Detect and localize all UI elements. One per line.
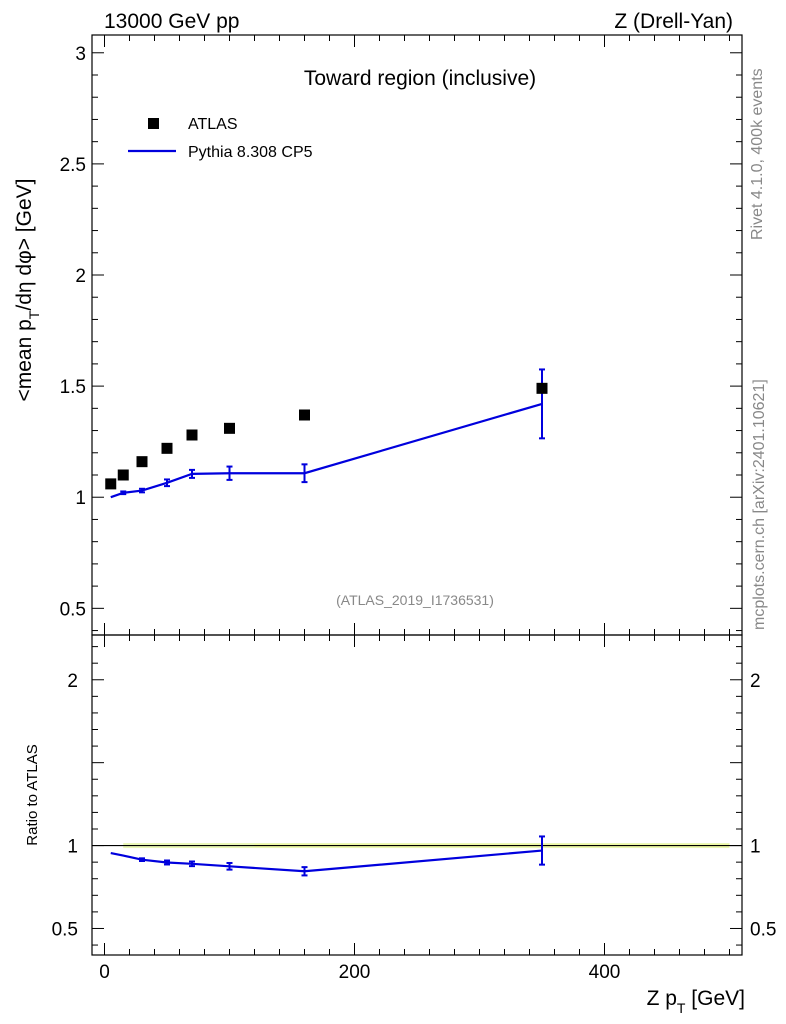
atlas-point [186,429,198,441]
mcplots-source-label: mcplots.cern.ch [arXiv:2401.10621] [751,379,768,630]
main-y-tick-label: 2.5 [60,155,86,176]
main-y-ticks: 0.5 1 1.5 2 2.5 3 [60,35,742,635]
main-y-axis-label-main: <mean p [13,319,36,401]
ratio-panel: 0.5 0.5 1 1 2 2 0 200 400 Ratio to ATLAS Z pT [G… [24,634,776,1016]
ratio-y-tick-label-right: 1 [750,837,761,858]
main-y-axis-label-rest: /dη dφ> [GeV] [13,179,36,311]
rivet-events-label: Rivet 4.1.0, 400k events [749,68,766,240]
ratio-series [110,835,545,877]
legend-atlas-label: ATLAS [188,116,238,133]
legend-pythia-label: Pythia 8.308 CP5 [188,144,313,161]
x-axis-label: Z pT [GeV] [647,987,745,1016]
x-tick-label: 0 [99,962,110,983]
x-axis-label-rest: [GeV] [685,987,745,1010]
atlas-point [117,469,129,481]
main-y-tick-label: 2 [75,266,86,287]
ratio-frame [91,634,743,956]
ratio-y-tick-label-right: 2 [750,671,761,692]
legend: ATLAS Pythia 8.308 CP5 [128,116,313,161]
x-axis-label-sub: T [677,1000,686,1016]
atlas-point [161,442,173,454]
main-y-tick-label: 3 [75,44,86,65]
legend-atlas-marker [148,118,159,129]
main-y-axis-label-sub: T [26,310,42,319]
x-tick-label: 200 [339,962,371,983]
header-energy-label: 13000 GeV pp [104,10,239,33]
x-axis-label-main: Z p [647,987,677,1010]
atlas-point [105,478,117,490]
main-y-tick-label: 1.5 [60,377,86,398]
pythia-line [110,402,543,499]
ratio-y-tick-label: 1 [67,837,78,858]
ratio-band [92,843,742,849]
main-y-tick-label: 1 [75,488,86,509]
main-title: Toward region (inclusive) [304,67,536,90]
analysis-label: (ATLAS_2019_I1736531) [336,592,494,608]
main-series [105,368,548,499]
main-y-tick-label: 0.5 [60,599,86,620]
ratio-y-tick-label: 0.5 [52,919,78,940]
ratio-y-tick-label-right: 0.5 [750,919,776,940]
atlas-point [224,422,235,434]
ratio-y-axis-label: Ratio to ATLAS [24,744,41,845]
atlas-point [136,456,148,468]
ratio-y-tick-label: 2 [67,671,78,692]
ratio-pythia-line [110,849,543,873]
main-y-axis-label: <mean pT/dη dφ> [GeV] [13,179,42,402]
atlas-point [299,409,310,421]
main-panel: 0.5 1 1.5 2 2.5 3 Toward region (inclusive) (… [13,34,743,636]
ratio-ticks: 0.5 0.5 1 1 2 2 0 200 400 [52,635,776,983]
x-tick-label: 400 [589,962,621,983]
header-process-label: Z (Drell-Yan) [614,10,733,33]
atlas-point [536,382,548,394]
